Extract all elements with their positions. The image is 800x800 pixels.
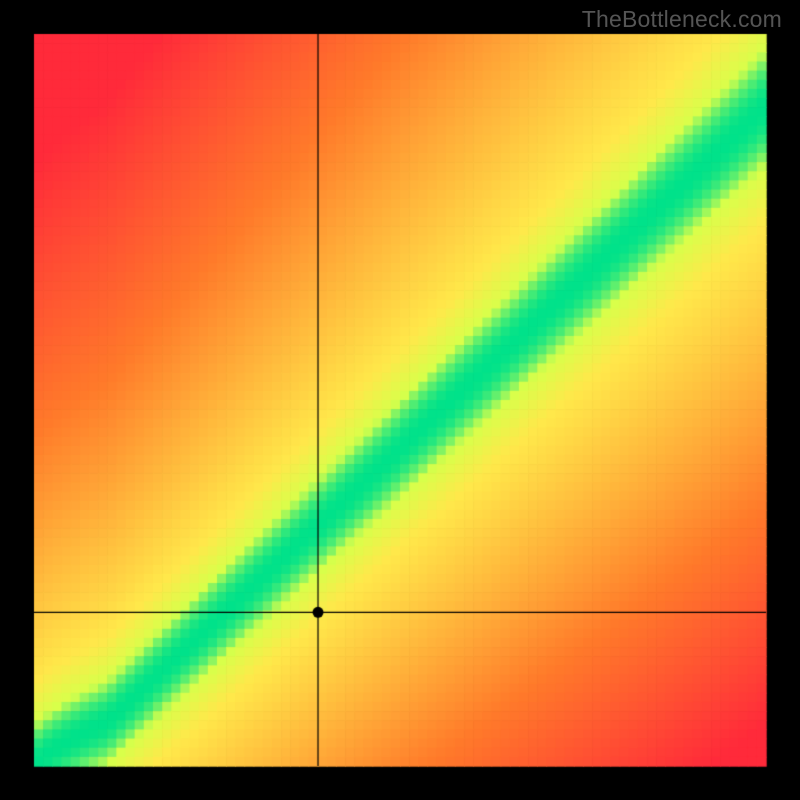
watermark-text: TheBottleneck.com	[582, 6, 782, 33]
bottleneck-heatmap	[0, 0, 800, 800]
chart-container: TheBottleneck.com	[0, 0, 800, 800]
